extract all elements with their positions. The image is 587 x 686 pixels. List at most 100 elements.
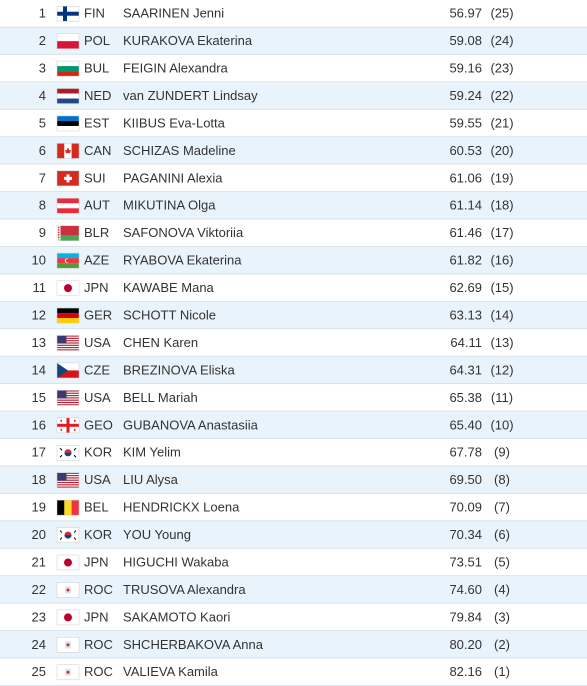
skater-name: FEIGIN Alexandra [123, 61, 229, 76]
score: 73.51 [449, 554, 482, 569]
country-code: JPN [84, 280, 109, 295]
flag [56, 143, 80, 159]
skater-name: MIKUTINA Olga [123, 198, 216, 213]
placement: (22) [490, 88, 513, 103]
placement: (4) [494, 582, 510, 597]
skater-name: BREZINOVA Eliska [123, 362, 236, 377]
country-code: CAN [84, 143, 111, 158]
placement: (17) [490, 225, 513, 240]
skater-name: TRUSOVA Alexandra [123, 582, 246, 597]
placement: (3) [494, 609, 510, 624]
skater-name: KURAKOVA Ekaterina [123, 33, 253, 48]
flag [56, 390, 80, 406]
skater-name: RYABOVA Ekaterina [123, 253, 242, 268]
rank: 19 [32, 500, 46, 515]
result-row: 18 USA LIU Alysa 69.50 (8) [0, 466, 587, 494]
rank: 4 [39, 88, 46, 103]
flag [56, 582, 80, 598]
rank: 17 [32, 445, 46, 460]
row-background [0, 219, 587, 247]
row-background [0, 384, 587, 412]
result-row: 6 CAN SCHIZAS Madeline 60.53 (20) [0, 137, 587, 165]
result-row: 5 EST KIIBUS Eva-Lotta 59.55 (21) [0, 109, 587, 138]
result-row: 8 AUT MIKUTINA Olga 61.14 (18) [0, 192, 587, 220]
country-code: JPN [84, 554, 109, 569]
flag [56, 664, 80, 681]
rank: 3 [39, 61, 46, 76]
country-code: CZE [84, 362, 110, 377]
country-code: POL [84, 33, 110, 48]
result-row: 23 JPN SAKAMOTO Kaori 79.84 (3) [0, 603, 587, 632]
skater-name: LIU Alysa [123, 472, 179, 487]
rank: 20 [32, 527, 46, 542]
country-code: EST [84, 115, 109, 130]
score: 59.16 [449, 61, 482, 76]
skater-name: VALIEVA Kamila [123, 664, 219, 679]
skater-name: CHEN Karen [123, 335, 198, 350]
flag [56, 252, 80, 269]
placement: (1) [494, 664, 510, 679]
flag [56, 115, 80, 132]
placement: (18) [490, 198, 513, 213]
result-row: 15 USA BELL Mariah 65.38 (11) [0, 384, 587, 412]
skater-name: GUBANOVA Anastasiia [123, 417, 259, 432]
result-row: 1 FIN SAARINEN Jenni 56.97 (25) [0, 0, 587, 28]
skater-name: SAKAMOTO Kaori [123, 609, 231, 624]
placement: (8) [494, 472, 510, 487]
rank: 25 [32, 664, 46, 679]
placement: (7) [494, 500, 510, 515]
row-background [0, 493, 587, 522]
score: 82.16 [449, 664, 482, 679]
placement: (15) [490, 280, 513, 295]
score: 70.09 [449, 500, 482, 515]
placement: (10) [490, 417, 513, 432]
score: 59.24 [449, 88, 482, 103]
rank: 12 [32, 307, 46, 322]
score: 65.38 [449, 390, 482, 405]
result-row: 2 POL KURAKOVA Ekaterina 59.08 (24) [0, 27, 587, 55]
flag [56, 198, 80, 214]
placement: (16) [490, 253, 513, 268]
row-background [0, 631, 587, 659]
result-row: 22 ROC TRUSOVA Alexandra 74.60 (4) [0, 576, 587, 604]
rank: 2 [39, 33, 46, 48]
score: 69.50 [449, 472, 482, 487]
skater-name: SHCHERBAKOVA Anna [123, 637, 264, 652]
score: 59.08 [449, 33, 482, 48]
result-row: 21 JPN HIGUCHI Wakaba 73.51 (5) [0, 548, 587, 577]
skater-name: SCHIZAS Madeline [123, 143, 236, 158]
country-code: ROC [84, 664, 113, 679]
score: 60.53 [449, 143, 482, 158]
country-code: JPN [84, 609, 109, 624]
placement: (19) [490, 170, 513, 185]
placement: (6) [494, 527, 510, 542]
row-background [0, 439, 587, 467]
result-row: 3 BUL FEIGIN Alexandra 59.16 (23) [0, 54, 587, 83]
score: 59.55 [449, 115, 482, 130]
placement: (23) [490, 61, 513, 76]
placement: (13) [490, 335, 513, 350]
country-code: GEO [84, 417, 113, 432]
country-code: NED [84, 88, 111, 103]
placement: (24) [490, 33, 513, 48]
rank: 7 [39, 170, 46, 185]
country-code: USA [84, 390, 111, 405]
country-code: USA [84, 335, 111, 350]
row-background [0, 137, 587, 165]
result-row: 9 BLR SAFONOVA Viktoriia 61.46 (17) [0, 219, 587, 247]
placement: (14) [490, 307, 513, 322]
rank: 8 [39, 198, 46, 213]
row-background [0, 54, 587, 83]
placement: (21) [490, 115, 513, 130]
flag [56, 362, 80, 379]
country-code: KOR [84, 527, 112, 542]
score: 61.14 [449, 198, 482, 213]
rank: 22 [32, 582, 46, 597]
result-row: 11 JPN KAWABE Mana 62.69 (15) [0, 274, 587, 302]
score: 67.78 [449, 445, 482, 460]
score: 65.40 [449, 417, 482, 432]
rank: 11 [33, 280, 47, 295]
rank: 24 [32, 637, 46, 652]
flag [56, 88, 80, 104]
flag [56, 554, 80, 571]
